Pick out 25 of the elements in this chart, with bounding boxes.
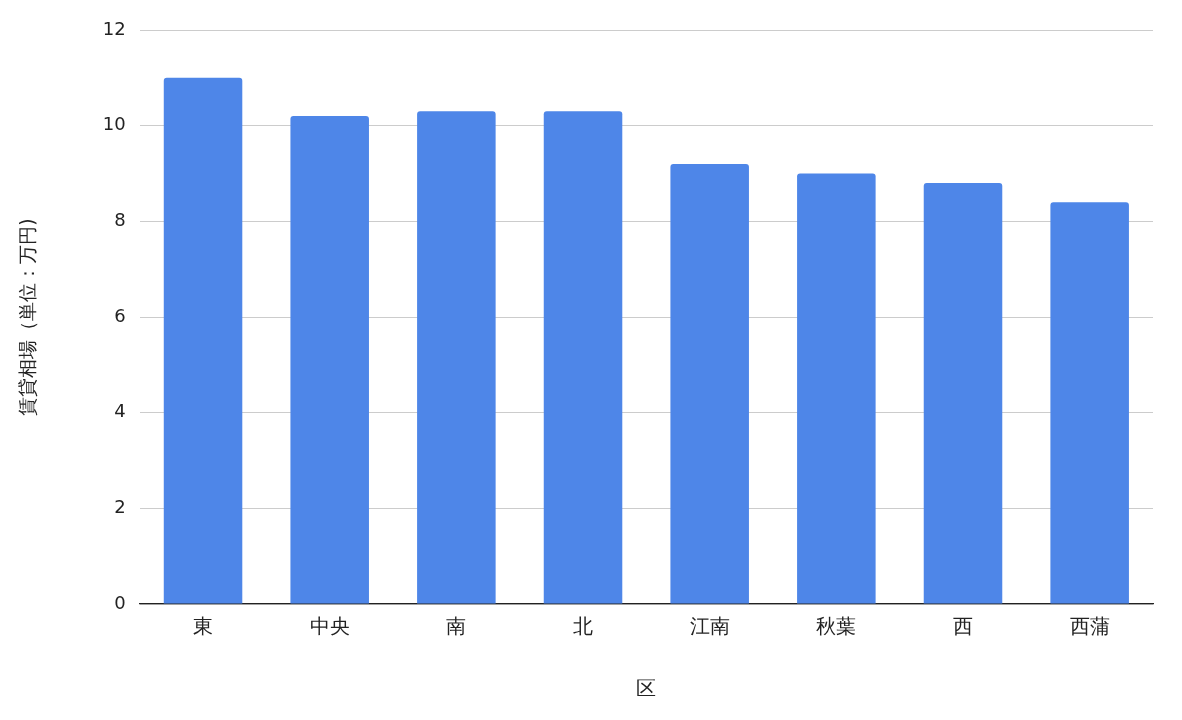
x-tick-label: 中央: [309, 614, 350, 639]
x-axis-title: 区: [636, 676, 657, 701]
bar: [163, 77, 243, 604]
x-tick-label: 江南: [689, 614, 730, 639]
x-tick-label: 秋葉: [816, 614, 857, 639]
y-tick-label: 2: [114, 496, 126, 518]
y-tick-label: 0: [114, 591, 126, 613]
y-tick-label: 8: [114, 209, 126, 231]
y-axis-title: 賃貸相場（単位：万円): [16, 218, 39, 416]
bar: [670, 163, 749, 604]
x-tick-label: 東: [193, 614, 214, 639]
x-tick-label: 西蒲: [1069, 614, 1110, 639]
x-tick-label: 西: [953, 614, 974, 639]
bar: [543, 111, 623, 604]
bar: [290, 116, 369, 604]
x-tick-label: 北: [573, 614, 594, 639]
bar: [1050, 202, 1129, 604]
bar: [417, 111, 496, 604]
y-tick-label: 6: [114, 304, 126, 326]
y-tick-label: 10: [102, 113, 126, 135]
bar: [923, 183, 1003, 604]
y-tick-label: 4: [114, 400, 126, 422]
bar: [797, 173, 876, 604]
y-tick-label: 12: [102, 17, 126, 39]
x-tick-label: 南: [446, 614, 467, 639]
